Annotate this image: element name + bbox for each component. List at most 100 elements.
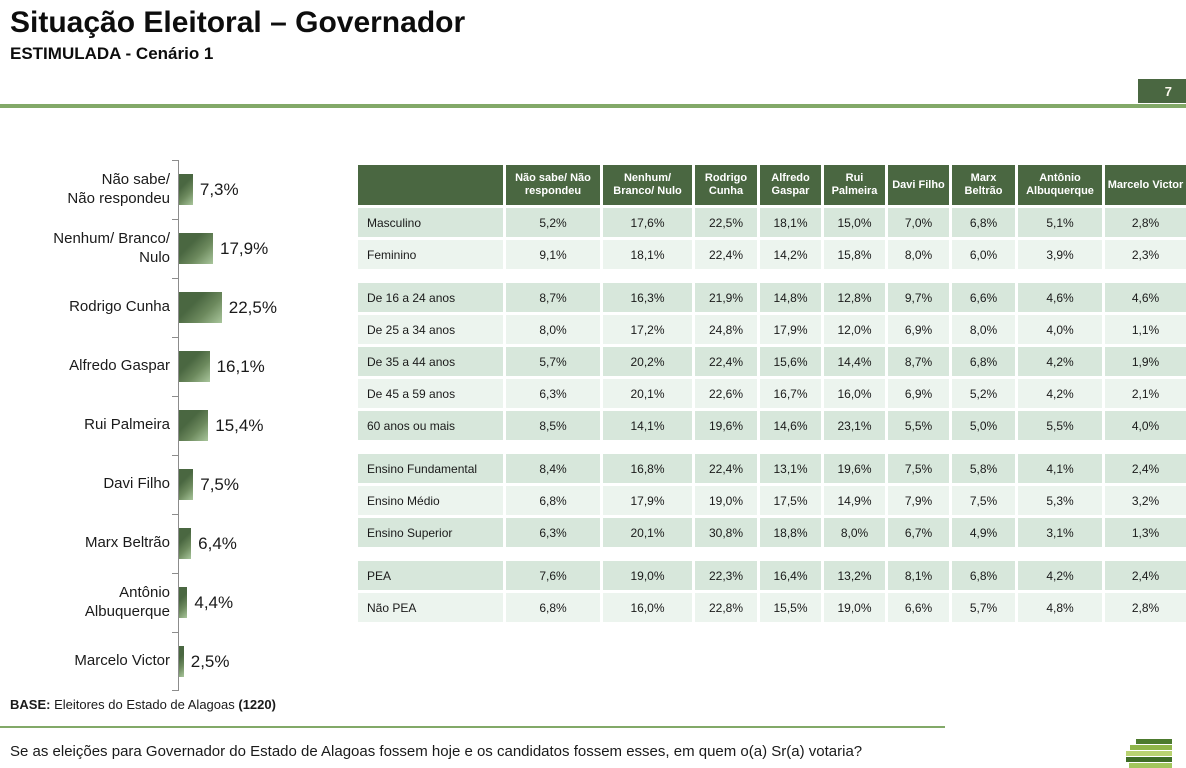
page-subtitle: ESTIMULADA - Cenário 1 — [10, 44, 214, 63]
table-cell: 5,3% — [1018, 486, 1105, 515]
chart-bar — [179, 469, 194, 500]
table-cell: 17,2% — [603, 315, 695, 344]
table-cell: 8,7% — [506, 283, 603, 312]
table-cell: 6,9% — [888, 315, 952, 344]
table-cell: 30,8% — [695, 518, 760, 547]
chart-category-label: Rodrigo Cunha — [69, 298, 170, 316]
table-cell: 6,9% — [888, 379, 952, 408]
chart-bar-row: Antônio Albuquerque 4,4% — [8, 573, 348, 632]
top-divider — [0, 104, 1186, 108]
survey-question: Se as eleições para Governador do Estado… — [10, 743, 863, 760]
table-cell: 4,1% — [1018, 454, 1105, 483]
logo-stripe — [1126, 757, 1172, 762]
table-cell: 6,6% — [952, 283, 1018, 312]
table-cell: 4,6% — [1018, 283, 1105, 312]
table-group-sexo: Masculino 5,2% 17,6% 22,5% 18,1% 15,0% 7,0% 6,8… — [358, 208, 1186, 269]
table-header-cell: Antônio Albuquerque — [1018, 165, 1105, 205]
table-cell: 22,4% — [695, 240, 760, 269]
table-cell: 8,0% — [506, 315, 603, 344]
table-cell: 7,6% — [506, 561, 603, 590]
chart-axis-tick — [172, 632, 179, 633]
table-row: De 45 a 59 anos 6,3% 20,1% 22,6% 16,7% 16,0% 6… — [358, 379, 1186, 408]
table-cell: 4,8% — [1018, 593, 1105, 622]
table-cell: 2,8% — [1105, 593, 1186, 622]
table-row-label: De 35 a 44 anos — [358, 347, 506, 376]
table-cell: 6,8% — [506, 593, 603, 622]
table-cell: 5,8% — [952, 454, 1018, 483]
chart-bar — [179, 174, 193, 205]
chart-bar-row: Alfredo Gaspar 16,1% — [8, 337, 348, 396]
table-row-label: De 25 a 34 anos — [358, 315, 506, 344]
table-header-cell: Não sabe/ Não respondeu — [506, 165, 603, 205]
table-cell: 6,3% — [506, 518, 603, 547]
demographics-table: Não sabe/ Não respondeu Nenhum/ Branco/ N… — [358, 165, 1186, 636]
table-header-cell: Marcelo Victor — [1105, 165, 1186, 205]
table-cell: 5,5% — [888, 411, 952, 440]
chart-axis-tick — [172, 573, 179, 574]
table-cell: 22,4% — [695, 347, 760, 376]
table-row: Ensino Superior 6,3% 20,1% 30,8% 18,8% 8,0% 6,… — [358, 518, 1186, 547]
table-cell: 3,2% — [1105, 486, 1186, 515]
chart-bar-row: Davi Filho 7,5% — [8, 455, 348, 514]
table-header-cell: Davi Filho — [888, 165, 952, 205]
table-cell: 17,9% — [760, 315, 824, 344]
table-row: Feminino 9,1% 18,1% 22,4% 14,2% 15,8% 8,0% 6,0%… — [358, 240, 1186, 269]
chart-bar-row: Rui Palmeira 15,4% — [8, 396, 348, 455]
chart-value-label: 15,4% — [215, 415, 264, 435]
bottom-divider — [0, 726, 945, 728]
table-header-cell: Rodrigo Cunha — [695, 165, 760, 205]
chart-category-label: Nenhum/ Branco/ Nulo — [53, 229, 170, 266]
table-cell: 17,5% — [760, 486, 824, 515]
table-header-cell: Rui Palmeira — [824, 165, 888, 205]
table-cell: 15,6% — [760, 347, 824, 376]
table-row: Não PEA 6,8% 16,0% 22,8% 15,5% 19,0% 6,6% 5,7% 4… — [358, 593, 1186, 622]
table-cell: 6,8% — [952, 561, 1018, 590]
chart-category-label: Marcelo Victor — [74, 652, 170, 670]
chart-bar-cell: 16,1% — [178, 337, 348, 396]
table-cell: 6,8% — [952, 347, 1018, 376]
table-cell: 12,8% — [824, 283, 888, 312]
table-cell: 6,0% — [952, 240, 1018, 269]
logo-stripe — [1136, 739, 1172, 744]
chart-bar-cell: 7,3% — [178, 160, 348, 219]
table-cell: 22,3% — [695, 561, 760, 590]
chart-bar — [179, 646, 184, 677]
table-row-label: PEA — [358, 561, 506, 590]
table-cell: 2,1% — [1105, 379, 1186, 408]
table-cell: 8,0% — [888, 240, 952, 269]
table-row-label: De 45 a 59 anos — [358, 379, 506, 408]
table-header-cell: Nenhum/ Branco/ Nulo — [603, 165, 695, 205]
page-number-badge: 7 — [1138, 79, 1186, 103]
table-cell: 16,3% — [603, 283, 695, 312]
table-cell: 1,1% — [1105, 315, 1186, 344]
table-cell: 22,4% — [695, 454, 760, 483]
chart-bar — [179, 233, 213, 264]
table-cell: 13,2% — [824, 561, 888, 590]
table-cell: 5,5% — [1018, 411, 1105, 440]
chart-bar-row: Marx Beltrão 6,4% — [8, 514, 348, 573]
table-cell: 4,2% — [1018, 347, 1105, 376]
page-title: Situação Eleitoral – Governador — [10, 6, 466, 39]
table-cell: 9,1% — [506, 240, 603, 269]
table-cell: 7,9% — [888, 486, 952, 515]
chart-bar-cell: 7,5% — [178, 455, 348, 514]
table-group-idade: De 16 a 24 anos 8,7% 16,3% 21,9% 14,8% 12,8% 9… — [358, 283, 1186, 440]
table-header-cell: Alfredo Gaspar — [760, 165, 824, 205]
table-row-label: 60 anos ou mais — [358, 411, 506, 440]
chart-value-label: 7,3% — [199, 179, 239, 199]
table-cell: 4,9% — [952, 518, 1018, 547]
chart-value-label: 17,9% — [220, 238, 269, 258]
table-row: De 25 a 34 anos 8,0% 17,2% 24,8% 17,9% 12,0% 6… — [358, 315, 1186, 344]
table-cell: 12,0% — [824, 315, 888, 344]
table-cell: 2,4% — [1105, 454, 1186, 483]
table-cell: 16,7% — [760, 379, 824, 408]
chart-bar-cell: 4,4% — [178, 573, 348, 632]
logo-stripe — [1126, 751, 1172, 756]
table-cell: 8,0% — [824, 518, 888, 547]
table-group-escolaridade: Ensino Fundamental 8,4% 16,8% 22,4% 13,1% 19,… — [358, 454, 1186, 547]
table-cell: 1,3% — [1105, 518, 1186, 547]
table-cell: 14,8% — [760, 283, 824, 312]
table-cell: 7,5% — [888, 454, 952, 483]
table-cell: 22,5% — [695, 208, 760, 237]
